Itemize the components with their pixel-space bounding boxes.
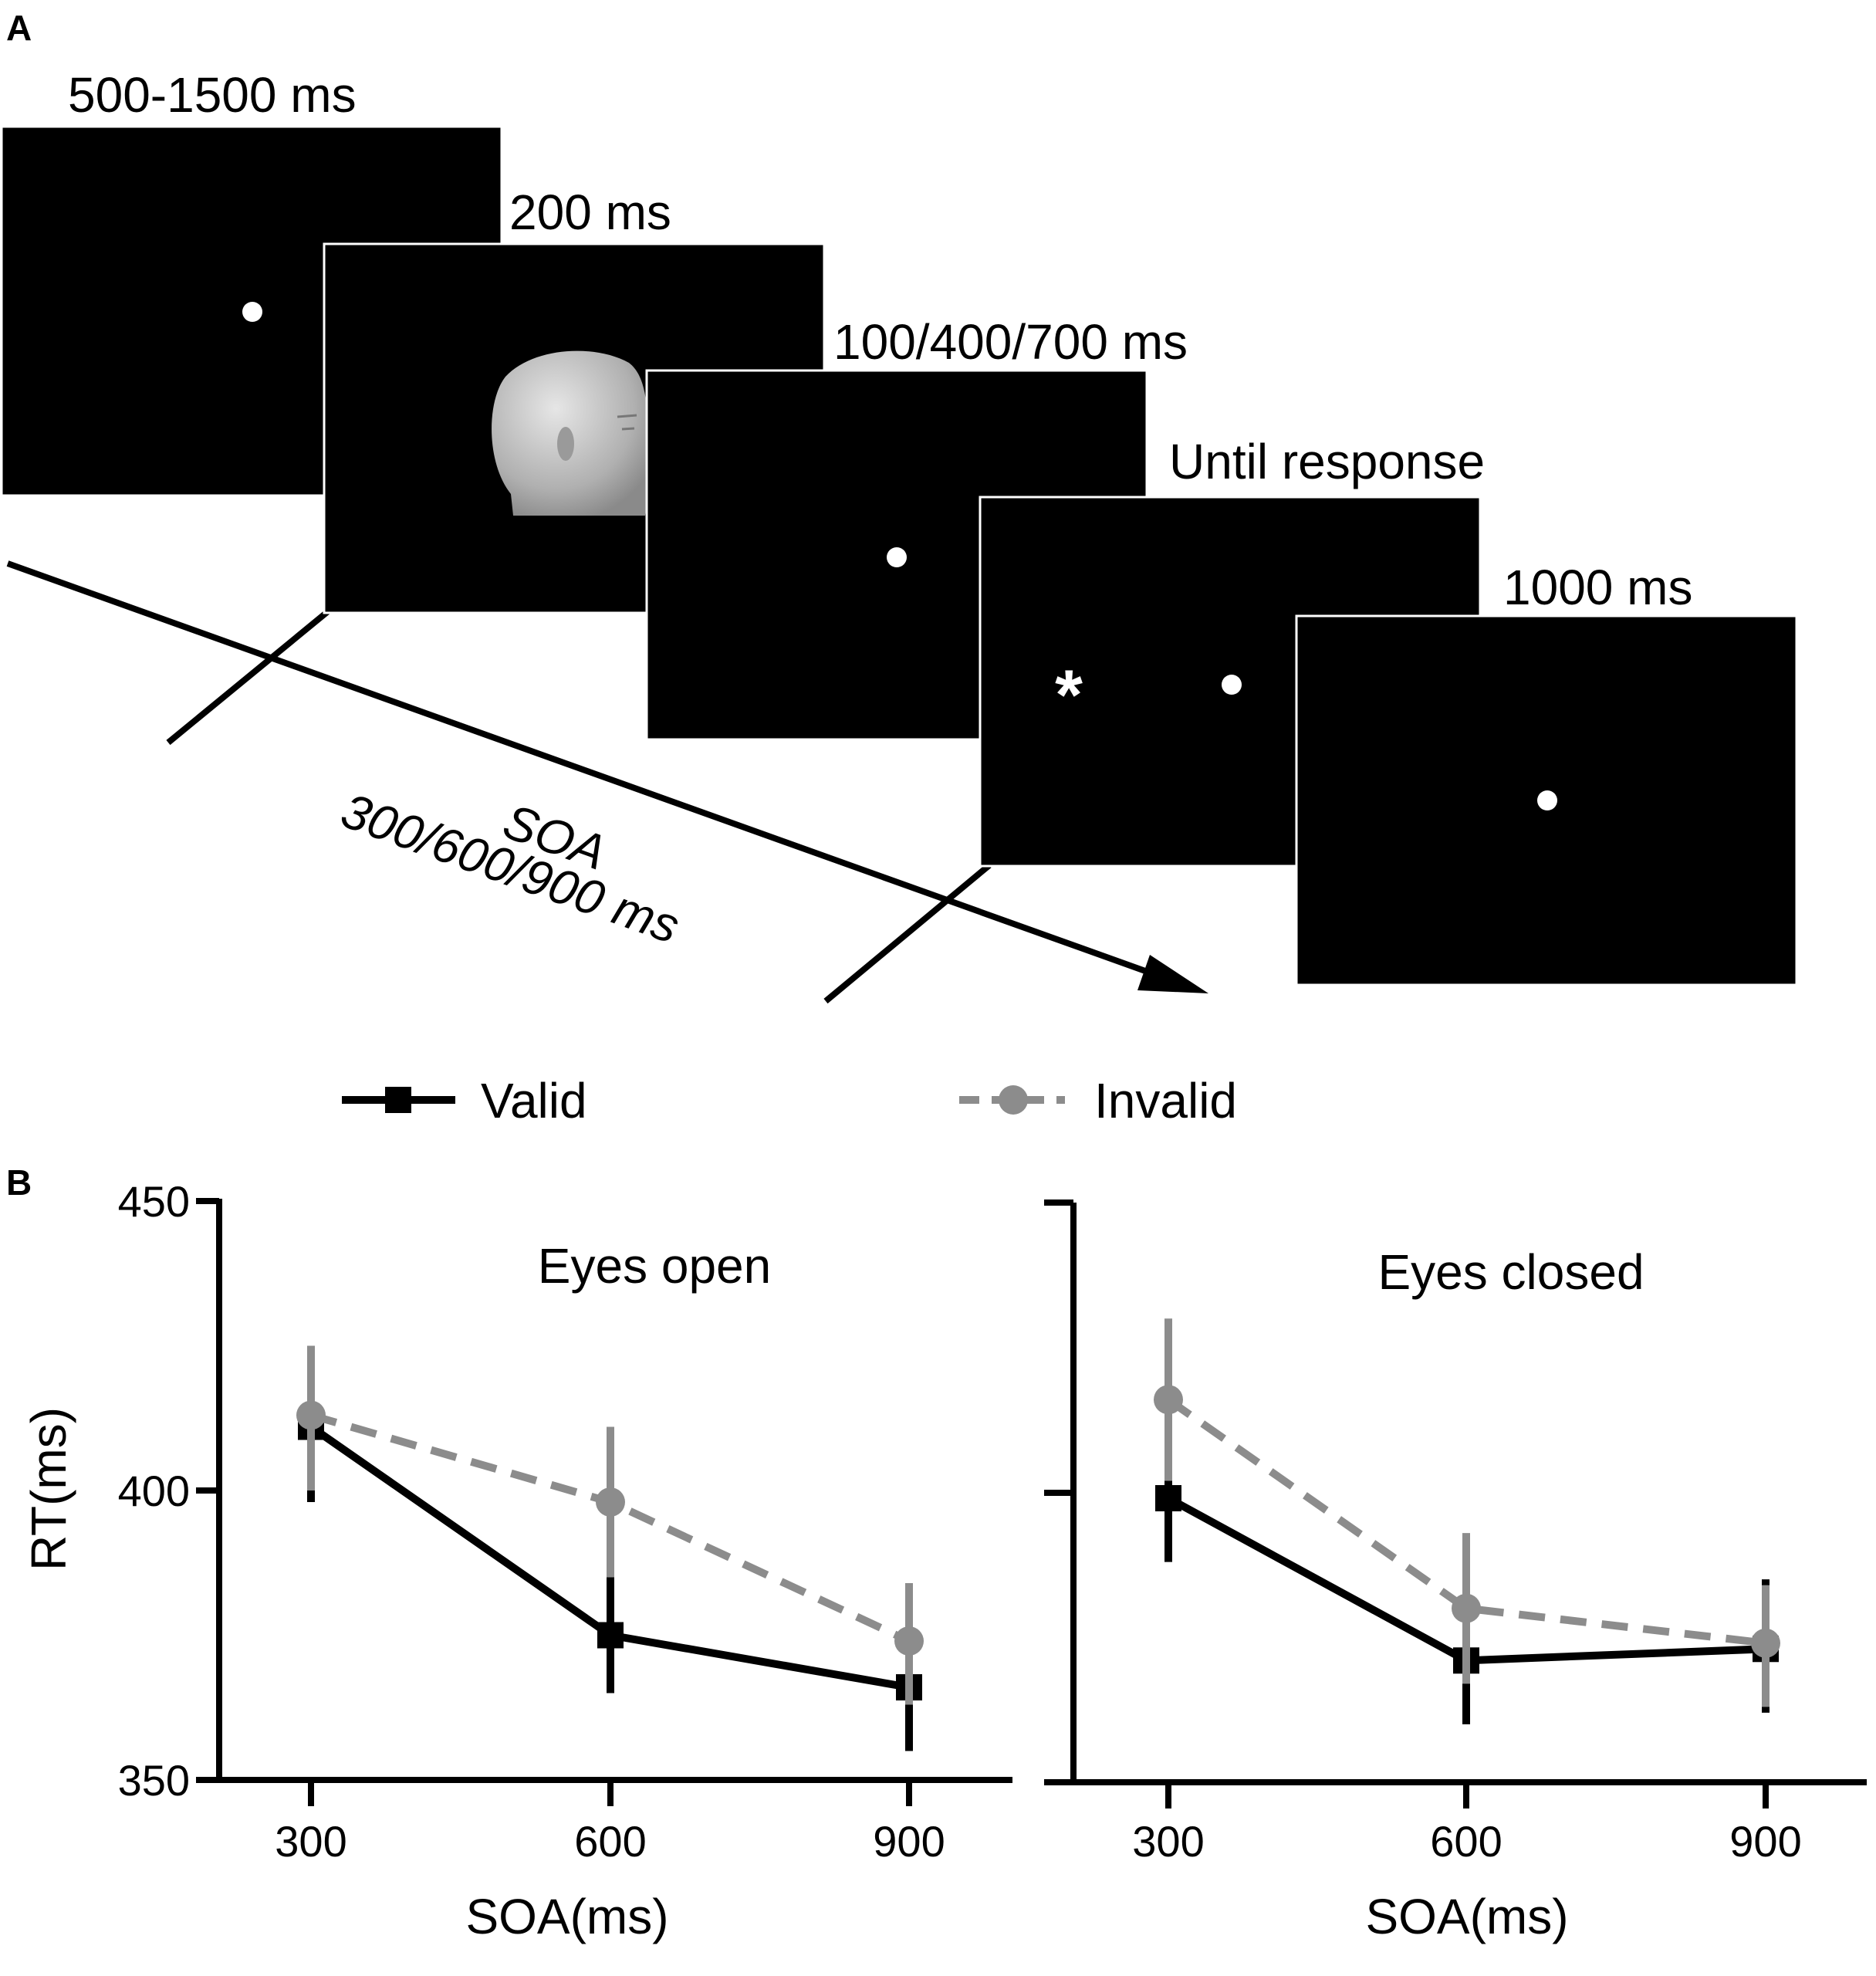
data-point-square	[1155, 1485, 1181, 1512]
legend-label-invalid: Invalid	[1094, 1073, 1237, 1128]
series-invalid	[296, 1345, 924, 1705]
time-arrow-head	[1137, 955, 1208, 993]
soa-end-tick	[823, 862, 992, 1004]
data-point-circle	[1452, 1593, 1481, 1623]
x-axis-label: SOA(ms)	[465, 1889, 668, 1944]
data-point-circle	[1154, 1385, 1183, 1415]
screen-5-duration: 1000 ms	[1503, 560, 1692, 615]
timeline	[6, 560, 1208, 1004]
screen-5	[1295, 614, 1798, 986]
x-tick-label: 900	[873, 1817, 945, 1866]
fixation-dot-icon	[242, 302, 262, 322]
soa-start-tick	[166, 605, 334, 746]
fixation-dot-icon	[1222, 675, 1242, 695]
legend-item-invalid: Invalid	[959, 1073, 1237, 1128]
data-point-circle	[296, 1400, 326, 1430]
screen-1-duration: 500-1500 ms	[68, 67, 357, 123]
series-line	[1166, 1396, 1766, 1647]
legend: Valid Invalid	[342, 1073, 1237, 1128]
screen-3-duration: 100/400/700 ms	[833, 314, 1188, 370]
face-cue-icon	[492, 350, 652, 516]
target-asterisk-icon: *	[1055, 656, 1083, 735]
legend-item-valid: Valid	[342, 1073, 587, 1128]
chart-title: Eyes open	[538, 1238, 771, 1294]
x-axis-label: SOA(ms)	[1365, 1889, 1568, 1944]
x-tick-label: 300	[1132, 1817, 1204, 1866]
fixation-dot-icon	[1537, 790, 1557, 810]
x-tick-label: 900	[1729, 1817, 1801, 1866]
circle-marker-icon	[999, 1085, 1028, 1115]
y-axis-label: RT(ms)	[21, 1407, 76, 1571]
y-tick-label: 350	[118, 1756, 190, 1805]
square-marker-icon	[385, 1087, 411, 1113]
screen-4-duration: Until response	[1169, 434, 1485, 489]
data-point-square	[597, 1622, 624, 1649]
panel-a-letter: A	[6, 8, 32, 48]
data-point-circle	[1751, 1628, 1780, 1658]
panel-b-letter: B	[6, 1162, 32, 1203]
chart-eyes-closed: Eyes closed SOA(ms) 300 600 900	[1044, 1199, 1867, 1944]
y-tick-label: 450	[118, 1177, 190, 1226]
y-tick-label: 400	[118, 1467, 190, 1515]
series-invalid	[1154, 1318, 1780, 1707]
legend-label-valid: Valid	[481, 1073, 587, 1128]
data-point-circle	[596, 1487, 625, 1517]
screen-2-duration: 200 ms	[509, 184, 671, 240]
chart-title: Eyes closed	[1377, 1244, 1644, 1300]
fixation-dot-icon	[887, 547, 907, 567]
x-tick-label: 600	[574, 1817, 646, 1866]
x-tick-label: 300	[275, 1817, 346, 1866]
x-tick-label: 600	[1430, 1817, 1502, 1866]
time-axis-line	[6, 560, 1168, 982]
data-point-circle	[894, 1626, 924, 1656]
chart-eyes-open: Eyes open SOA(ms) RT(ms) 300 600 900 350 400…	[21, 1177, 1012, 1944]
